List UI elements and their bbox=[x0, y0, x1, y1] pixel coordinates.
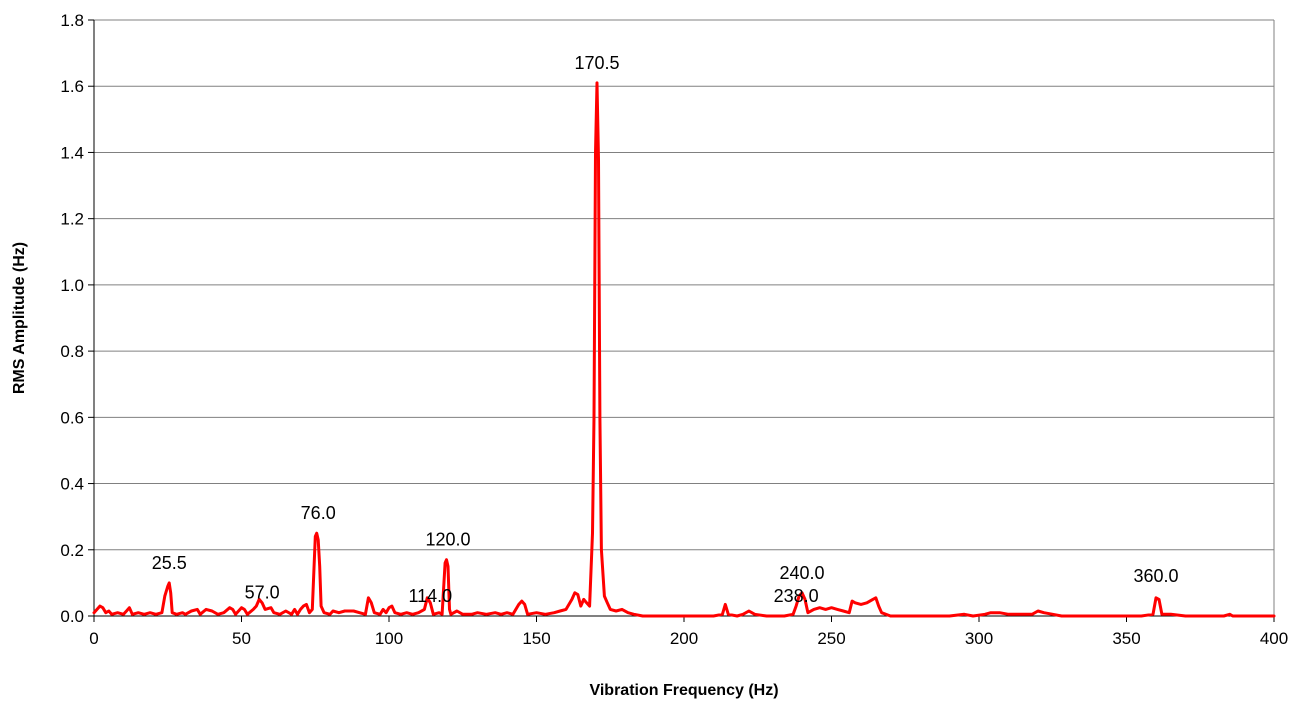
y-axis-ticks: 0.0 0.2 0.4 0.6 0.8 1.0 1.2 1.4 1.6 1.8 bbox=[60, 11, 94, 626]
y-tick-label: 0.8 bbox=[60, 342, 84, 361]
y-tick-label: 1.4 bbox=[60, 143, 84, 162]
x-tick-label: 150 bbox=[522, 629, 550, 648]
series-line bbox=[92, 81, 1276, 618]
y-tick-label: 0.0 bbox=[60, 607, 84, 626]
x-axis-title: Vibration Frequency (Hz) bbox=[589, 682, 778, 699]
peak-annotations: 25.5 57.0 76.0 114.0 120.0 170.5 238.0 240.0 360… bbox=[152, 53, 1179, 606]
x-tick-label: 400 bbox=[1260, 629, 1288, 648]
peak-label: 120.0 bbox=[425, 530, 470, 550]
x-tick-label: 200 bbox=[670, 629, 698, 648]
y-tick-label: 1.2 bbox=[60, 210, 84, 229]
gridlines bbox=[94, 19, 1275, 616]
plot-area bbox=[94, 20, 1274, 616]
x-tick-label: 350 bbox=[1112, 629, 1140, 648]
peak-label: 76.0 bbox=[301, 503, 336, 523]
peak-label: 360.0 bbox=[1133, 566, 1178, 586]
peak-label: 240.0 bbox=[779, 563, 824, 583]
peak-label: 57.0 bbox=[245, 583, 280, 603]
x-tick-label: 300 bbox=[965, 629, 993, 648]
y-axis-title: RMS Amplitude (Hz) bbox=[11, 242, 28, 394]
peak-label: 238.0 bbox=[774, 586, 819, 606]
peak-label: 114.0 bbox=[408, 586, 452, 606]
y-tick-label: 1.6 bbox=[60, 77, 84, 96]
x-tick-label: 100 bbox=[375, 629, 403, 648]
y-tick-label: 1.0 bbox=[60, 276, 84, 295]
y-tick-label: 1.8 bbox=[60, 11, 84, 30]
x-tick-label: 50 bbox=[232, 629, 251, 648]
x-axis-ticks: 0 50 100 150 200 250 300 350 400 bbox=[89, 616, 1288, 648]
peak-label: 170.5 bbox=[574, 53, 619, 73]
x-tick-label: 250 bbox=[817, 629, 845, 648]
peak-label: 25.5 bbox=[152, 553, 187, 573]
y-tick-label: 0.2 bbox=[60, 541, 84, 560]
y-tick-label: 0.4 bbox=[60, 475, 84, 494]
x-tick-label: 0 bbox=[89, 629, 98, 648]
y-tick-label: 0.6 bbox=[60, 408, 84, 427]
